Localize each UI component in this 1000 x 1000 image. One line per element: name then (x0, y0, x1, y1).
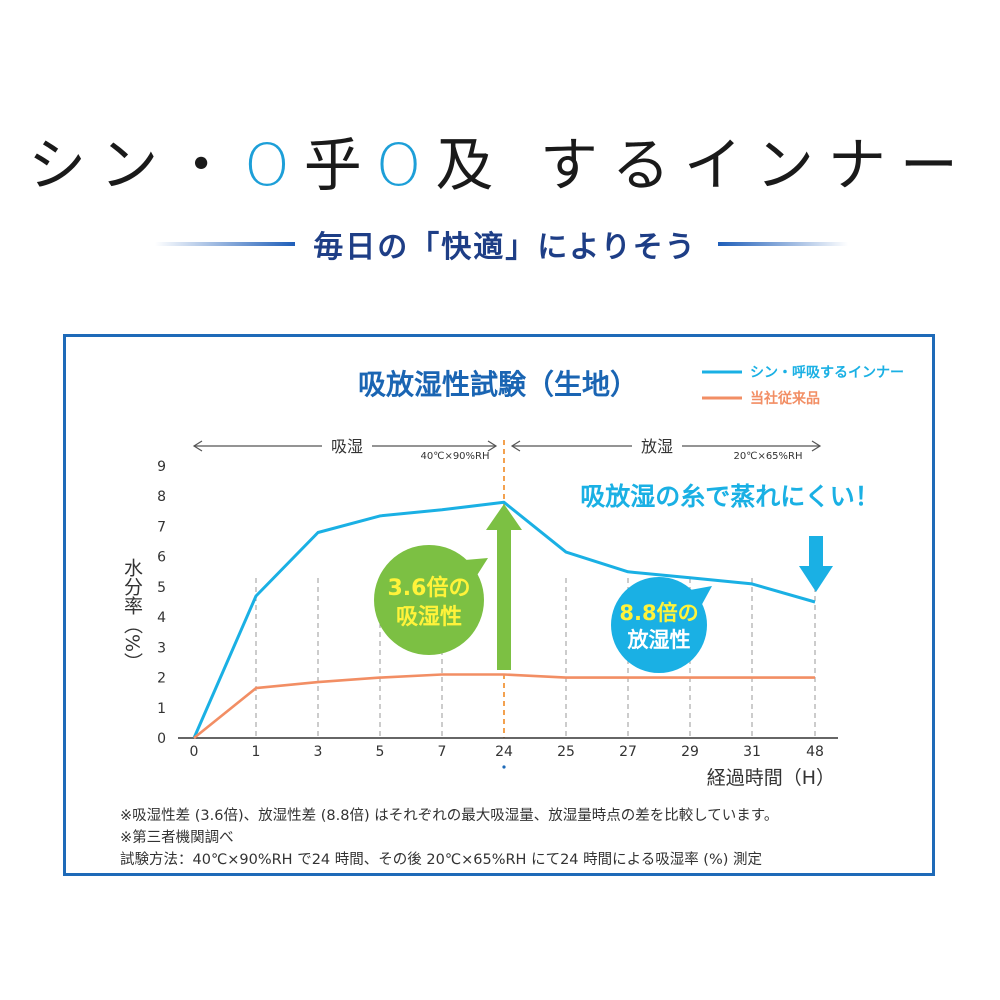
legend-label-new-product: シン・呼吸するインナー (750, 364, 904, 381)
x-tick-label: 5 (376, 744, 385, 760)
tagline-left-line (155, 242, 295, 246)
x-tick-label: 7 (438, 744, 447, 760)
note-line-2: ※第三者機関調べ (120, 830, 234, 846)
phase-absorb-label: 吸湿 (331, 437, 363, 456)
y-tick-label: 8 (157, 489, 166, 505)
chart-title: 吸放湿性試験（生地） (358, 368, 638, 401)
note-line-3: 試験方法：40℃×90%RH で24 時間、その後 20℃×65%RH にて24… (120, 852, 763, 868)
release-arrow-head (799, 566, 833, 592)
headline-o2: O (375, 131, 436, 199)
absorb-bubble-line1: 3.6倍の (388, 575, 471, 601)
x-tick-label: 27 (619, 744, 637, 760)
phase-release-arrowhead-left (510, 440, 521, 452)
y-tick-label: 0 (157, 731, 166, 747)
absorb-bubble-line2: 吸湿性 (396, 605, 462, 630)
y-tick-label: 9 (157, 459, 166, 475)
phase-release-arrowhead-right (811, 440, 822, 452)
y-tick-label: 2 (157, 671, 166, 687)
note-line-1: ※吸湿性差 (3.6倍)、放湿性差 (8.8倍) はそれぞれの最大吸湿量、放湿量… (120, 808, 779, 824)
x-tick-label: 1 (252, 744, 261, 760)
y-tick-label: 6 (157, 550, 166, 566)
series-line-conventional (193, 673, 815, 740)
y-tick-label: 7 (157, 519, 166, 535)
x-tick-label: 31 (743, 744, 761, 760)
phase-absorb-condition: 40℃×90%RH (420, 451, 489, 462)
release-bubble-tail (690, 586, 712, 608)
x-tick-label: 48 (806, 744, 824, 760)
headline-part2: するインナー (507, 131, 972, 199)
series-line-new-product (192, 500, 816, 739)
phase-absorb-arrowhead-left (192, 440, 203, 452)
absorb-bubble (374, 545, 484, 655)
headline-k2: 及 (435, 131, 508, 199)
release-arrow-shaft (809, 536, 823, 568)
release-bubble (611, 577, 707, 673)
phase-release-label: 放湿 (641, 437, 673, 456)
tagline-row: 毎日の「快適」によりそう (0, 222, 1000, 266)
tagline: 毎日の「快適」によりそう (313, 230, 697, 265)
chart-frame (63, 334, 935, 876)
headline-part1: シン・ (28, 131, 245, 199)
x-tick-label: 3 (314, 744, 323, 760)
marker-dot (502, 765, 506, 769)
absorb-arrow-shaft (497, 528, 511, 670)
y-tick-label: 3 (157, 640, 166, 656)
absorb-bubble-tail (465, 558, 488, 580)
x-tick-label: 24 (495, 744, 513, 760)
y-axis-label: 水分率（%） (121, 558, 143, 671)
x-tick-label: 29 (681, 744, 699, 760)
headline-k1: 乎 (303, 131, 376, 199)
headline-o1: O (244, 131, 304, 199)
y-tick-label: 5 (157, 580, 166, 596)
phase-release-condition: 20℃×65%RH (733, 451, 802, 462)
absorb-arrow-head (486, 504, 522, 530)
legend-label-conventional: 当社従来品 (750, 390, 820, 407)
y-tick-label: 4 (157, 610, 166, 626)
phase-absorb-arrowhead-right (487, 440, 498, 452)
x-axis-label: 経過時間（H） (707, 767, 835, 789)
tagline-right-line (718, 242, 848, 246)
headline: シン・O乎O及 するインナー (0, 118, 1000, 202)
x-tick-label: 0 (190, 744, 199, 760)
x-tick-label: 25 (557, 744, 575, 760)
y-tick-label: 1 (157, 701, 166, 717)
release-bubble-line1: 8.8倍の (619, 601, 698, 625)
callout-headline: 吸放湿の糸で蒸れにくい！ (580, 482, 880, 511)
release-bubble-line2: 放湿性 (627, 628, 691, 652)
